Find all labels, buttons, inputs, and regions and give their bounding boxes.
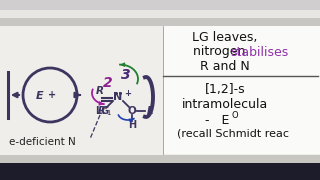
Text: stabilises: stabilises [230, 46, 288, 58]
FancyBboxPatch shape [163, 26, 320, 154]
Text: O: O [128, 106, 136, 116]
Text: e-deficient N: e-deficient N [9, 137, 76, 147]
Text: intramolecula: intramolecula [182, 98, 268, 111]
Text: +: + [124, 89, 132, 98]
Text: H: H [128, 120, 136, 130]
Text: R and N: R and N [200, 60, 250, 73]
Text: 2: 2 [103, 76, 113, 90]
Text: E: E [147, 106, 154, 116]
Text: LG leaves,: LG leaves, [192, 31, 258, 44]
Text: E: E [36, 91, 44, 101]
Text: -   E: - E [205, 114, 229, 127]
FancyBboxPatch shape [0, 155, 320, 163]
Text: 3: 3 [121, 68, 131, 82]
Text: 1: 1 [106, 110, 110, 116]
Text: (recall Schmidt reac: (recall Schmidt reac [177, 129, 289, 139]
Text: N: N [113, 92, 123, 102]
Text: R: R [96, 86, 104, 96]
Text: nitrogen: nitrogen [193, 46, 249, 58]
Text: +: + [48, 90, 56, 100]
Text: O: O [231, 111, 238, 120]
Text: [1,2]-s: [1,2]-s [205, 84, 245, 96]
FancyBboxPatch shape [0, 0, 320, 10]
FancyBboxPatch shape [0, 10, 320, 18]
FancyBboxPatch shape [0, 18, 320, 26]
FancyBboxPatch shape [0, 163, 320, 180]
Text: LG: LG [95, 106, 109, 116]
Text: R: R [98, 106, 106, 116]
